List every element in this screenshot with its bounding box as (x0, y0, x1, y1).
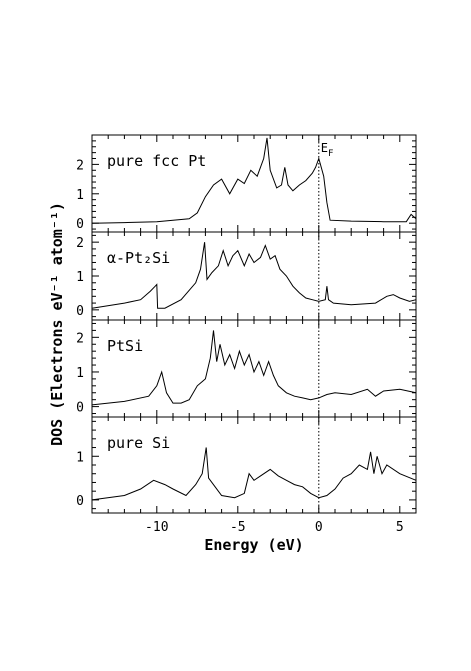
y-tick-label: 2 (76, 331, 84, 346)
y-tick-label: 0 (76, 494, 84, 509)
panel-label: PtSi (107, 337, 143, 355)
fermi-level-label: EF (321, 141, 334, 159)
fermi-label-subscript: F (328, 149, 333, 159)
panel-label: pure Si (107, 434, 170, 452)
y-tick-label: 1 (76, 188, 84, 203)
x-tick-label: -10 (145, 520, 168, 535)
y-axis-title: DOS (Electrons eV⁻¹ atom⁻¹) (48, 202, 66, 446)
x-tick-label: -5 (230, 520, 246, 535)
y-tick-label: 1 (76, 366, 84, 381)
panel-frame (91, 416, 417, 514)
dos-curve (91, 137, 417, 224)
fermi-label-main: E (321, 141, 328, 155)
panel-frame (91, 134, 417, 233)
y-tick-label: 1 (76, 270, 84, 285)
dos-curve (91, 242, 417, 309)
y-tick-label: 2 (76, 236, 84, 251)
panel-frame (91, 319, 417, 418)
dos-curve (91, 447, 417, 501)
panel-label: α-Pt₂Si (107, 249, 170, 267)
y-tick-label: 0 (76, 217, 84, 232)
panel-frame (91, 231, 417, 321)
y-tick-label: 0 (76, 401, 84, 416)
dos-curve (91, 330, 417, 406)
x-tick-label: 0 (315, 520, 323, 535)
panel-label: pure fcc Pt (107, 152, 206, 170)
y-tick-label: 2 (76, 158, 84, 173)
y-tick-label: 0 (76, 304, 84, 319)
y-tick-label: 1 (76, 450, 84, 465)
x-axis-title: Energy (eV) (204, 536, 303, 554)
x-tick-label: 5 (396, 520, 404, 535)
